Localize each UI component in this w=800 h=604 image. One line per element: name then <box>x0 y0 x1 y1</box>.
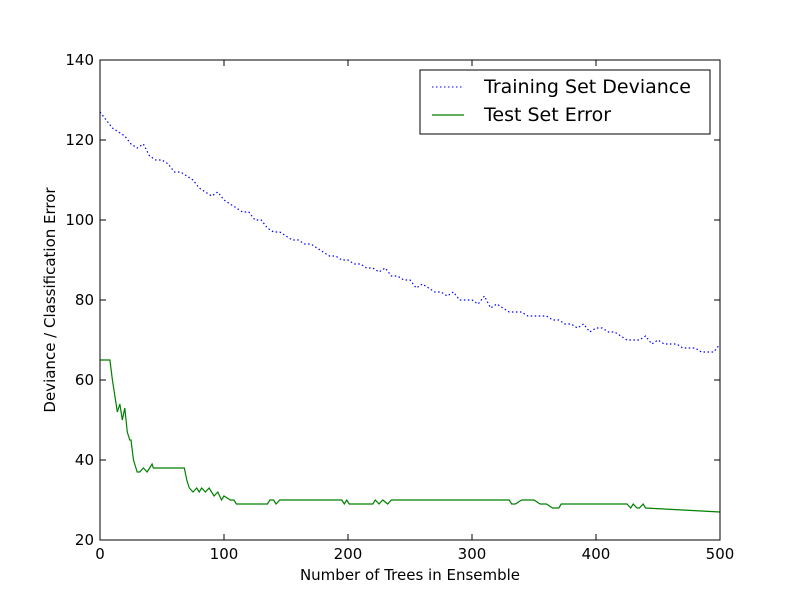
y-tick-label: 140 <box>65 51 94 69</box>
x-tick-label: 200 <box>334 545 363 563</box>
x-tick-label: 100 <box>210 545 239 563</box>
series-line-1 <box>100 359 721 513</box>
y-tick-label: 60 <box>75 371 94 389</box>
x-tick-label: 400 <box>582 545 611 563</box>
y-axis-label: Deviance / Classification Error <box>41 187 59 413</box>
y-tick-label: 80 <box>75 291 94 309</box>
legend-label-test: Test Set Error <box>483 104 611 126</box>
y-tick-label: 120 <box>65 131 94 149</box>
legend-label-training: Training Set Deviance <box>483 76 691 98</box>
y-tick-label: 100 <box>65 211 94 229</box>
legend: Training Set Deviance Test Set Error <box>419 69 711 135</box>
x-tick-label: 500 <box>706 545 735 563</box>
axis-ticks: 0 100 200 300 400 500 20 40 60 80 100 120 140 <box>65 51 734 563</box>
x-tick-label: 300 <box>458 545 487 563</box>
legend-box <box>419 69 711 135</box>
y-tick-label: 20 <box>75 531 94 549</box>
plot-area <box>99 111 721 513</box>
y-tick-label: 40 <box>75 451 94 469</box>
series-line-0 <box>99 111 721 353</box>
x-tick-label: 0 <box>95 545 105 563</box>
x-axis-label: Number of Trees in Ensemble <box>300 566 520 584</box>
